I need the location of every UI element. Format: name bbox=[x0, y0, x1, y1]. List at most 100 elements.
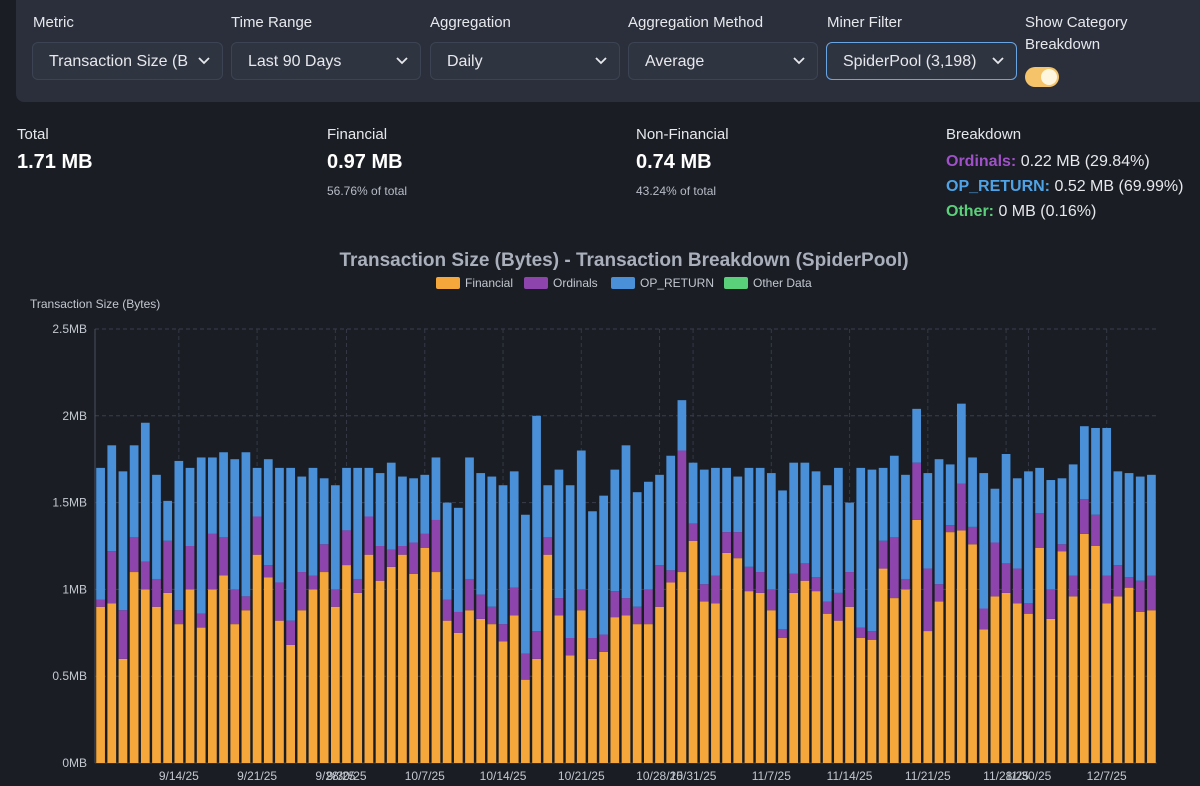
bar-op-return[interactable] bbox=[442, 502, 452, 600]
bar-ordinals[interactable] bbox=[420, 533, 430, 548]
bar-op-return[interactable] bbox=[957, 403, 966, 484]
bar-financial[interactable] bbox=[263, 577, 273, 763]
bar-ordinals[interactable] bbox=[856, 627, 866, 639]
bar-ordinals[interactable] bbox=[386, 549, 396, 567]
bar-financial[interactable] bbox=[744, 591, 754, 763]
bar-ordinals[interactable] bbox=[96, 599, 105, 607]
bar-op-return[interactable] bbox=[330, 485, 340, 590]
bar-ordinals[interactable] bbox=[1102, 575, 1112, 604]
bar-ordinals[interactable] bbox=[487, 606, 497, 625]
bar-financial[interactable] bbox=[990, 596, 1000, 763]
bar-financial[interactable] bbox=[889, 598, 899, 763]
bar-financial[interactable] bbox=[275, 620, 284, 763]
bar-financial[interactable] bbox=[655, 606, 664, 763]
bar-ordinals[interactable] bbox=[755, 572, 765, 593]
bar-ordinals[interactable] bbox=[968, 526, 977, 545]
bar-financial[interactable] bbox=[554, 615, 564, 763]
bar-financial[interactable] bbox=[845, 606, 854, 763]
bar-op-return[interactable] bbox=[811, 471, 821, 578]
bar-ordinals[interactable] bbox=[766, 589, 776, 611]
bar-ordinals[interactable] bbox=[1046, 589, 1056, 619]
bar-financial[interactable] bbox=[912, 519, 922, 763]
bar-financial[interactable] bbox=[766, 610, 776, 763]
bar-ordinals[interactable] bbox=[1113, 565, 1123, 597]
bar-op-return[interactable] bbox=[286, 467, 295, 621]
bar-op-return[interactable] bbox=[834, 467, 843, 593]
bar-financial[interactable] bbox=[834, 620, 843, 763]
bar-financial[interactable] bbox=[1024, 613, 1033, 763]
bar-op-return[interactable] bbox=[118, 471, 128, 611]
bar-ordinals[interactable] bbox=[107, 551, 117, 604]
bar-financial[interactable] bbox=[621, 615, 631, 763]
bar-ordinals[interactable] bbox=[174, 610, 184, 625]
bar-financial[interactable] bbox=[1001, 592, 1011, 763]
bar-ordinals[interactable] bbox=[934, 584, 944, 602]
bar-op-return[interactable] bbox=[174, 460, 184, 611]
bar-financial[interactable] bbox=[632, 624, 642, 763]
bar-ordinals[interactable] bbox=[208, 533, 217, 590]
metric-select[interactable]: Transaction Size (B bbox=[32, 42, 223, 80]
bar-op-return[interactable] bbox=[755, 467, 765, 573]
bar-op-return[interactable] bbox=[152, 474, 161, 579]
bar-op-return[interactable] bbox=[889, 455, 899, 538]
bar-ordinals[interactable] bbox=[1135, 580, 1145, 612]
bar-financial[interactable] bbox=[241, 610, 251, 763]
bar-op-return[interactable] bbox=[398, 476, 407, 546]
bar-financial[interactable] bbox=[96, 606, 105, 763]
bar-financial[interactable] bbox=[688, 540, 698, 763]
bar-financial[interactable] bbox=[901, 589, 910, 763]
bar-op-return[interactable] bbox=[688, 462, 698, 524]
bar-op-return[interactable] bbox=[219, 452, 228, 538]
bar-financial[interactable] bbox=[666, 582, 676, 763]
aggregation-select[interactable]: Daily bbox=[430, 42, 620, 80]
bar-financial[interactable] bbox=[118, 658, 128, 763]
bar-financial[interactable] bbox=[711, 603, 720, 763]
bar-ordinals[interactable] bbox=[655, 565, 664, 607]
bar-op-return[interactable] bbox=[375, 473, 385, 546]
bar-financial[interactable] bbox=[800, 580, 810, 763]
bar-op-return[interactable] bbox=[789, 462, 799, 574]
bar-op-return[interactable] bbox=[945, 464, 955, 526]
bar-op-return[interactable] bbox=[319, 478, 329, 545]
bar-ordinals[interactable] bbox=[621, 598, 631, 616]
bar-ordinals[interactable] bbox=[342, 530, 351, 566]
bar-ordinals[interactable] bbox=[688, 523, 698, 541]
bar-financial[interactable] bbox=[398, 554, 407, 763]
bar-financial[interactable] bbox=[610, 617, 620, 763]
bar-ordinals[interactable] bbox=[543, 537, 553, 555]
bar-op-return[interactable] bbox=[1113, 471, 1123, 566]
bar-financial[interactable] bbox=[979, 629, 989, 763]
bar-financial[interactable] bbox=[319, 572, 329, 763]
bar-ordinals[interactable] bbox=[409, 542, 418, 574]
bar-op-return[interactable] bbox=[409, 478, 418, 543]
bar-op-return[interactable] bbox=[364, 467, 374, 517]
bar-op-return[interactable] bbox=[1001, 453, 1011, 564]
bar-ordinals[interactable] bbox=[699, 584, 709, 602]
bar-financial[interactable] bbox=[576, 610, 586, 763]
bar-op-return[interactable] bbox=[453, 507, 463, 612]
bar-op-return[interactable] bbox=[96, 467, 105, 600]
bar-op-return[interactable] bbox=[386, 462, 396, 550]
bar-op-return[interactable] bbox=[934, 459, 944, 585]
bar-ordinals[interactable] bbox=[118, 610, 128, 659]
bar-financial[interactable] bbox=[219, 575, 228, 763]
bar-ordinals[interactable] bbox=[1012, 568, 1022, 604]
bar-op-return[interactable] bbox=[655, 474, 664, 566]
bar-ordinals[interactable] bbox=[677, 450, 687, 573]
aggregation-method-select[interactable]: Average bbox=[628, 42, 818, 80]
bar-financial[interactable] bbox=[431, 572, 441, 763]
bar-ordinals[interactable] bbox=[1147, 575, 1156, 611]
bar-op-return[interactable] bbox=[923, 473, 933, 569]
bar-ordinals[interactable] bbox=[1057, 544, 1067, 552]
bar-ordinals[interactable] bbox=[163, 540, 173, 593]
bar-ordinals[interactable] bbox=[1068, 575, 1078, 597]
bar-op-return[interactable] bbox=[554, 469, 564, 599]
bar-ordinals[interactable] bbox=[845, 572, 854, 607]
bar-ordinals[interactable] bbox=[711, 575, 720, 604]
bar-op-return[interactable] bbox=[901, 474, 910, 579]
bar-ordinals[interactable] bbox=[979, 608, 989, 630]
bar-op-return[interactable] bbox=[208, 457, 217, 534]
bar-ordinals[interactable] bbox=[442, 599, 452, 621]
bar-op-return[interactable] bbox=[1046, 480, 1056, 590]
bar-op-return[interactable] bbox=[1024, 471, 1033, 604]
